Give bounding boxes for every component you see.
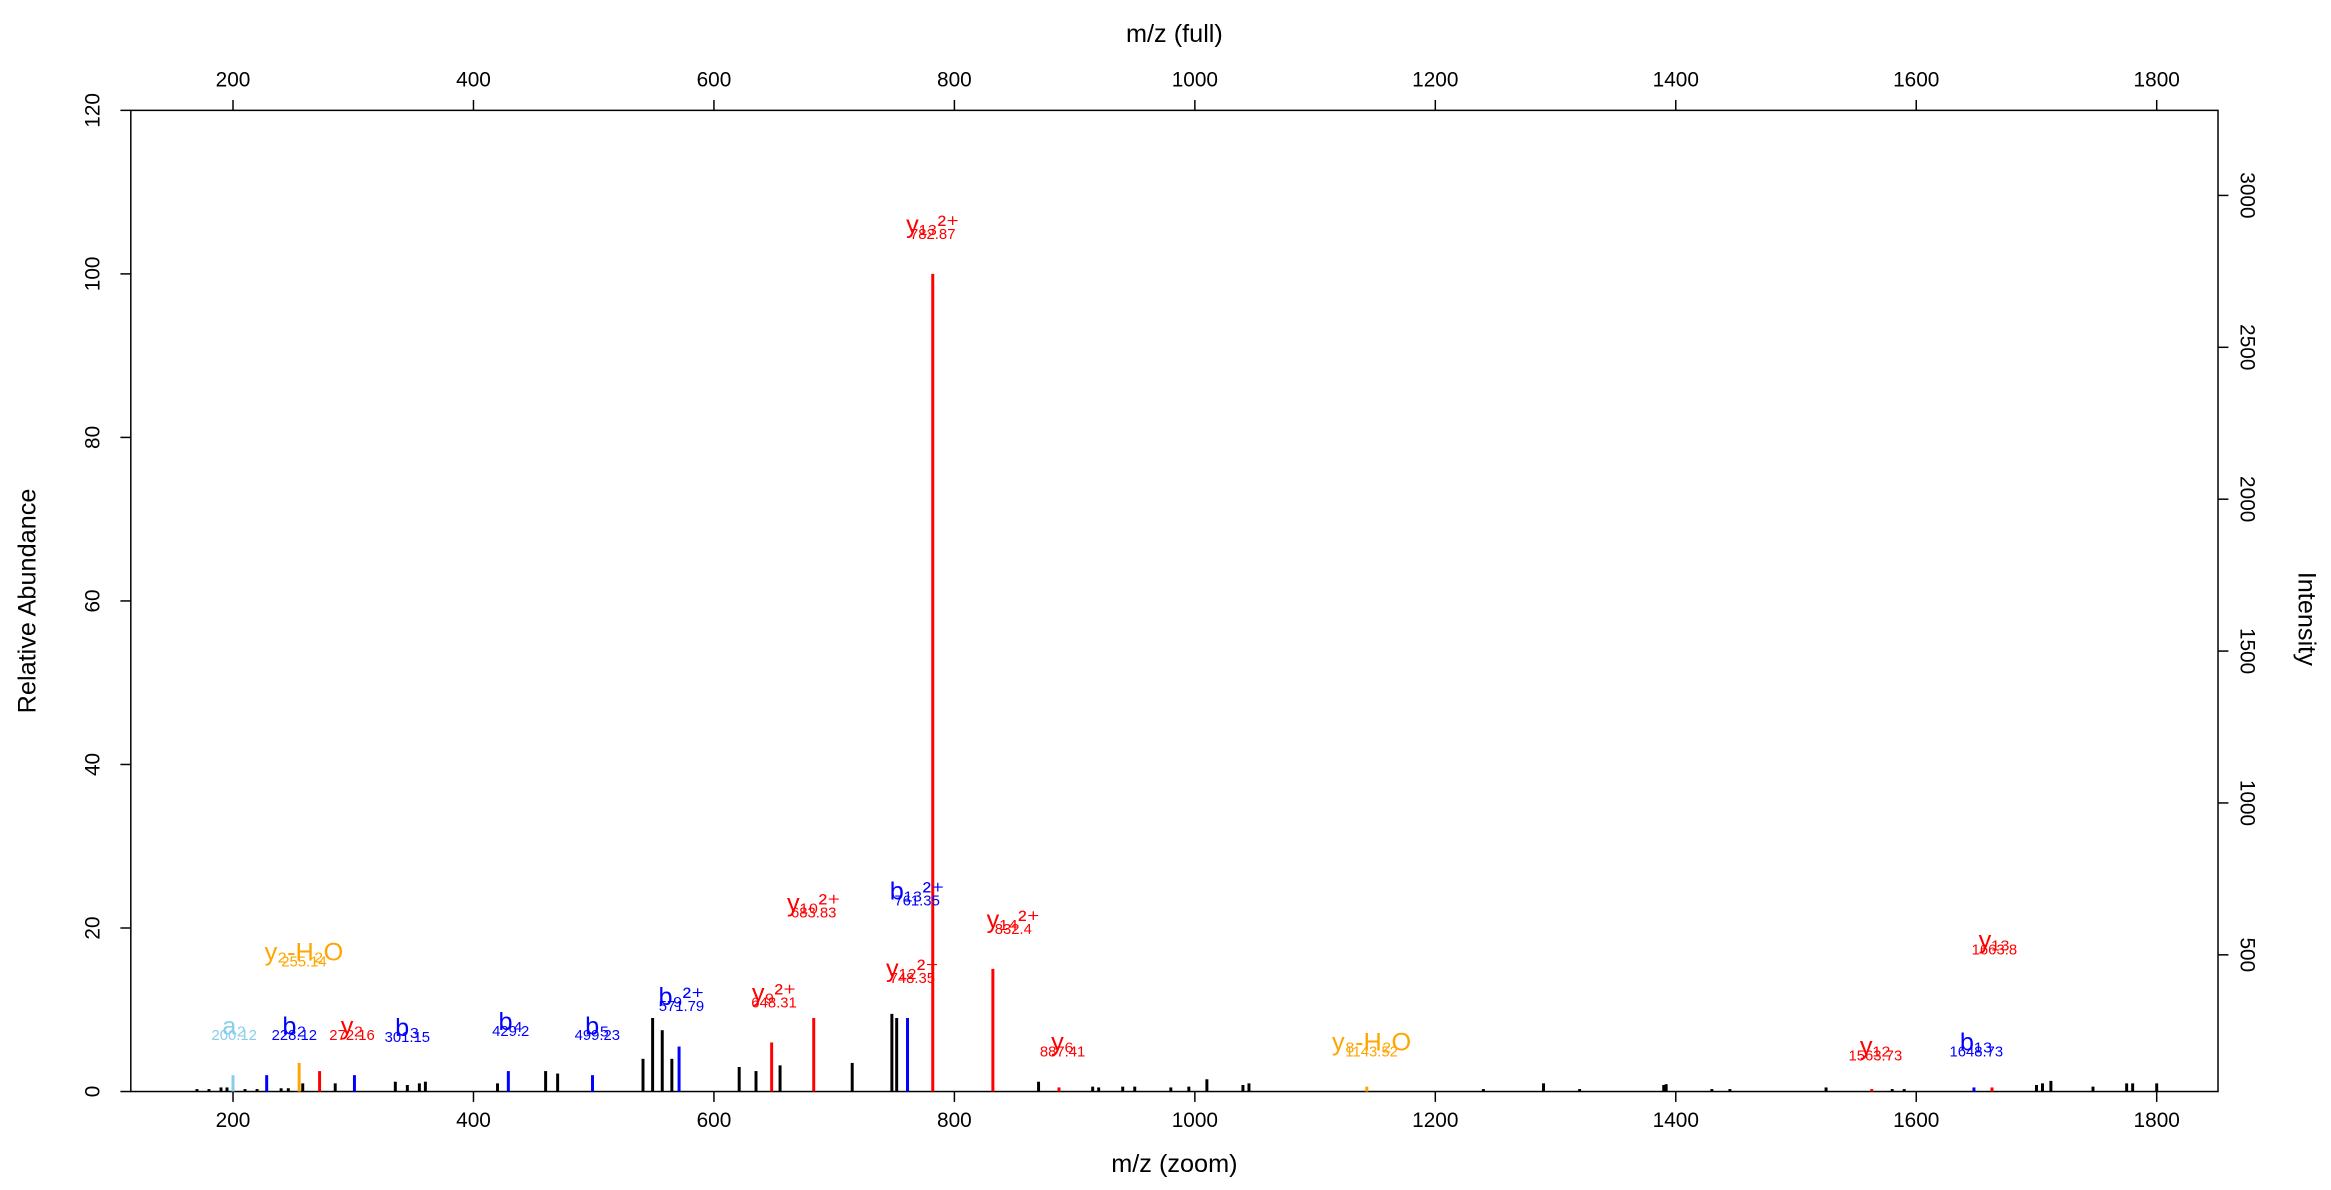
- x-axis-title: m/z (zoom): [1111, 1150, 1237, 1178]
- peak-annotation: y₁₄²⁺: [987, 906, 1040, 934]
- peak-annotation: b₉²⁺: [659, 983, 705, 1011]
- peak-mz-label: 228.12: [272, 1028, 317, 1044]
- x2-tick-label: 400: [456, 69, 491, 92]
- x2-tick-label: 600: [697, 69, 732, 92]
- y2-tick-label: 1500: [2235, 628, 2258, 674]
- peak-mz-label: 887.41: [1040, 1045, 1085, 1061]
- peak-mz-label: 832.4: [995, 922, 1032, 938]
- x-tick-label: 1200: [1412, 1109, 1458, 1132]
- x2-tick-label: 1000: [1172, 69, 1218, 92]
- x2-axis-title: m/z (full): [1126, 20, 1223, 48]
- x-tick-label: 1800: [2134, 1109, 2180, 1132]
- peak-mz-label: 499.23: [575, 1028, 620, 1044]
- peak-mz-label: 648.31: [751, 996, 796, 1012]
- x2-tick-label: 1400: [1653, 69, 1699, 92]
- peak-mz-label: 782.87: [910, 227, 955, 243]
- x-tick-label: 1000: [1172, 1109, 1218, 1132]
- peak-annotation: y₁₃: [1979, 926, 2010, 954]
- peak-annotation: y₆: [1051, 1029, 1074, 1057]
- x-tick-label: 200: [216, 1109, 251, 1132]
- x2-tick-label: 200: [216, 69, 251, 92]
- peak-annotation: y₁₂: [1860, 1033, 1891, 1061]
- peak-mz-label: 255.14: [281, 955, 326, 971]
- peak-annotation: y₁₃²⁺: [906, 211, 959, 239]
- y2-axis-title: Intensity: [2292, 572, 2320, 666]
- peak-annotation: y₉²⁺: [752, 980, 796, 1008]
- peak-mz-label: 1663.8: [1972, 942, 2017, 958]
- peak-annotation: b₃: [395, 1014, 419, 1042]
- peak-mz-label: 272.16: [329, 1028, 374, 1044]
- x-tick-label: 600: [697, 1109, 732, 1132]
- peak-mz-label: 200.12: [211, 1028, 256, 1044]
- plot-frame: [130, 109, 2219, 1093]
- peak-annotation: y₁₂²⁺: [886, 955, 939, 983]
- y-tick-label: 0: [82, 1086, 105, 1098]
- peak-annotation: y₈-H₂O: [1332, 1029, 1411, 1057]
- y-axis-title: Relative Abundance: [14, 489, 42, 714]
- peak-annotation: b₂: [282, 1012, 306, 1040]
- peak-mz-label: 1563.73: [1849, 1049, 1903, 1065]
- peak-annotation: a₂: [222, 1012, 246, 1040]
- x-tick-label: 1400: [1653, 1109, 1699, 1132]
- peak-annotation: y₂: [341, 1012, 363, 1040]
- y2-tick-label: 500: [2235, 937, 2258, 972]
- y2-tick-label: 2000: [2235, 476, 2258, 522]
- peak-annotation: y₂-H₂O: [265, 939, 344, 967]
- peak-annotation: y₁₀²⁺: [787, 890, 840, 918]
- peak-mz-label: 1143.52: [1345, 1045, 1398, 1061]
- peak-mz-label: 571.79: [659, 999, 704, 1015]
- peak-annotation: b₁₃²⁺: [890, 877, 945, 905]
- x2-tick-label: 800: [937, 69, 972, 92]
- y2-tick-label: 2500: [2235, 324, 2258, 370]
- y-tick-label: 100: [82, 257, 105, 292]
- x2-tick-label: 1800: [2134, 69, 2180, 92]
- y-tick-label: 40: [82, 753, 105, 776]
- x2-tick-label: 1600: [1893, 69, 1939, 92]
- x-tick-label: 1600: [1893, 1109, 1939, 1132]
- peak-annotation: b₄: [499, 1008, 523, 1036]
- peak-annotation: b₅: [585, 1012, 609, 1040]
- peak-annotation: b₁₃: [1960, 1029, 1993, 1057]
- x-tick-label: 800: [937, 1109, 972, 1132]
- peak-mz-label: 301.15: [385, 1030, 430, 1046]
- y-tick-label: 20: [82, 916, 105, 939]
- y2-tick-label: 1000: [2235, 780, 2258, 826]
- peak-mz-label: 683.83: [791, 906, 836, 922]
- y2-tick-label: 3000: [2235, 172, 2258, 218]
- y-tick-label: 60: [82, 589, 105, 612]
- x2-tick-label: 1200: [1412, 69, 1458, 92]
- peak-mz-label: 429.2: [492, 1024, 529, 1040]
- x-tick-label: 400: [456, 1109, 491, 1132]
- peak-mz-label: 1648.73: [1949, 1045, 2003, 1061]
- y-tick-label: 80: [82, 426, 105, 449]
- peak-mz-label: 761.35: [894, 893, 939, 909]
- y-tick-label: 120: [82, 93, 105, 128]
- peak-mz-label: 748.35: [890, 971, 935, 987]
